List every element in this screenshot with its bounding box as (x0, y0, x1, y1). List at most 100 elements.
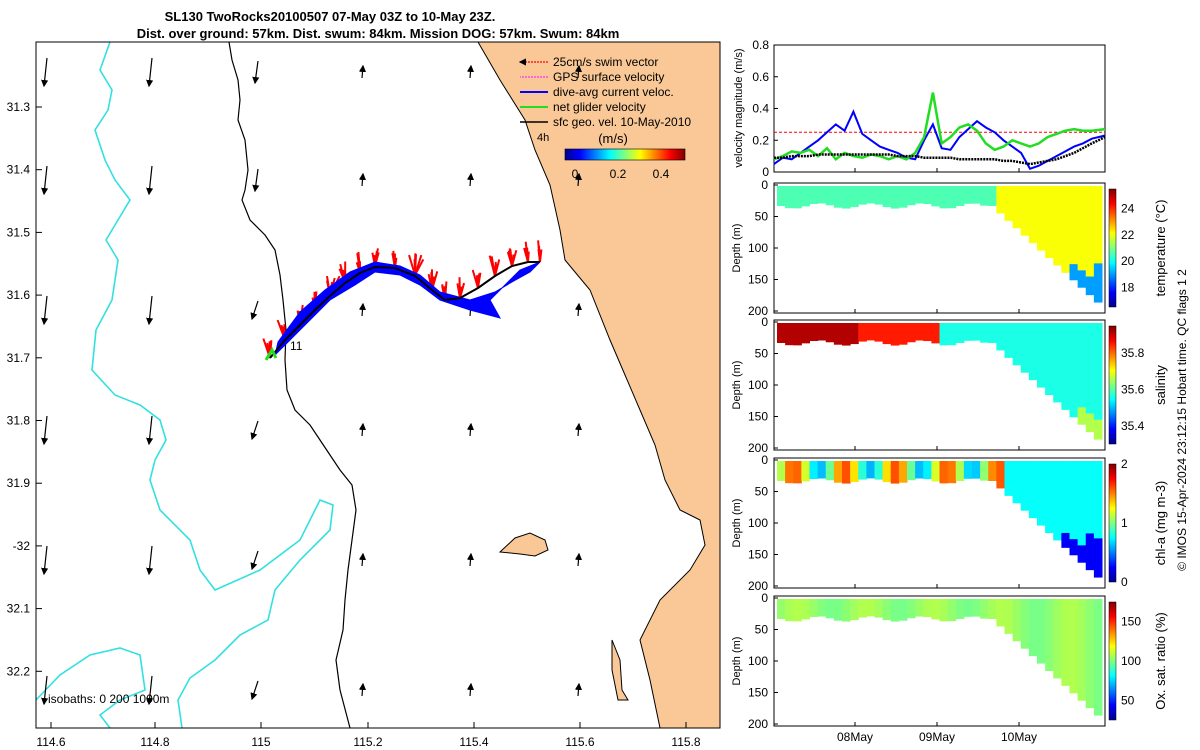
section-cell (817, 325, 827, 330)
section-cell (882, 199, 892, 204)
surface-vector (250, 300, 259, 321)
section-cell (890, 479, 900, 484)
section-ytick-label: 100 (748, 516, 768, 530)
section-cell (907, 605, 916, 609)
section-cell (793, 468, 802, 473)
section-cell (1020, 623, 1030, 633)
section-cell (801, 195, 810, 200)
section-cell (858, 473, 867, 477)
section-cell (1012, 605, 1022, 614)
section-cell (1093, 461, 1103, 481)
section-cell (801, 336, 810, 341)
section-cell (915, 463, 924, 468)
section-cell (996, 345, 1005, 351)
section-cell (931, 332, 940, 337)
section-cell (1077, 545, 1087, 563)
section-cell (890, 606, 900, 611)
section-cell (963, 197, 973, 201)
section-cell (1012, 192, 1022, 201)
section-cell (1028, 370, 1038, 381)
section-ytick-label: 150 (748, 686, 768, 700)
section-cell (793, 617, 802, 622)
section-cell (996, 483, 1005, 489)
section-cell (939, 464, 949, 469)
section-cell (842, 193, 851, 198)
section-cell (931, 189, 940, 194)
section-cell (1061, 243, 1070, 259)
section-cell (1093, 480, 1103, 501)
section-cell (1012, 329, 1022, 338)
section-cell (833, 471, 843, 476)
section-cell (785, 475, 794, 480)
section-cell (996, 340, 1005, 346)
section-cell (1069, 369, 1079, 387)
section-cell (923, 188, 932, 193)
section-cell (809, 461, 819, 465)
section-cell (1004, 345, 1014, 353)
section-cell (1037, 323, 1046, 335)
section-cell (1004, 627, 1014, 634)
section-cell (801, 332, 810, 337)
section-cell (1020, 607, 1030, 616)
section-cell (1020, 485, 1030, 495)
section-cell (785, 602, 794, 607)
section-cell (777, 605, 786, 610)
section-cell (980, 473, 989, 478)
section-cell (939, 337, 949, 342)
section-cell (898, 475, 908, 480)
section-cell (915, 188, 924, 193)
section-cell (1045, 599, 1054, 612)
section-cell (1093, 323, 1103, 343)
section-cell (939, 333, 949, 339)
section-cell (858, 329, 867, 333)
section-cell (963, 334, 973, 338)
section-cb-label: Ox. sat. ratio (%) (1153, 612, 1168, 710)
section-cell (858, 338, 867, 342)
map-panel: 114.6 114.8 115 115.2 115.4 115.6 115.8 31.3 31.… (7, 41, 721, 749)
section-cell (1053, 500, 1062, 515)
section-cell (1020, 364, 1030, 373)
section-cell (801, 186, 810, 190)
section-cell (1069, 614, 1079, 631)
section-cell (1028, 186, 1038, 196)
section-cell (1020, 461, 1030, 470)
title-line-2: Dist. over ground: 57km. Dist. swum: 84k… (137, 26, 620, 41)
section-cell (850, 471, 859, 476)
section-cell (931, 336, 940, 341)
section-cell (850, 196, 859, 201)
section-cell (1028, 360, 1038, 371)
section-cell (874, 608, 884, 612)
section-cell (850, 203, 859, 208)
section-cell (777, 608, 786, 613)
section-cell (955, 329, 965, 334)
map-ytick-label: 31.8 (7, 414, 31, 428)
section-cell (866, 604, 875, 608)
section-cb-tick: 24 (1121, 202, 1135, 216)
section-cell (1077, 339, 1087, 358)
section-cell (866, 601, 875, 606)
section-cell (955, 599, 965, 603)
surface-vector (146, 57, 154, 88)
section-cell (963, 613, 973, 617)
section-cell (801, 464, 810, 469)
section-cell (809, 194, 819, 199)
section-cell (1061, 504, 1070, 520)
section-cell (1085, 479, 1095, 498)
velocity-ytick-label: 0.6 (752, 70, 769, 84)
section-cell (1037, 641, 1046, 653)
section-cell (1053, 487, 1062, 501)
track-end-label: 11 (290, 339, 303, 353)
section-cell (1037, 186, 1046, 198)
section-cell (785, 326, 794, 331)
section-cell (850, 609, 859, 614)
section-cell (801, 470, 810, 475)
section-cell (825, 323, 835, 327)
section-cell (972, 331, 981, 335)
section-cell (882, 471, 892, 476)
section-cell (955, 202, 965, 206)
section-cell (1020, 355, 1030, 365)
section-cell (931, 608, 940, 613)
section-cell (915, 599, 924, 603)
section-cell (923, 325, 932, 330)
section-cell (866, 599, 875, 603)
